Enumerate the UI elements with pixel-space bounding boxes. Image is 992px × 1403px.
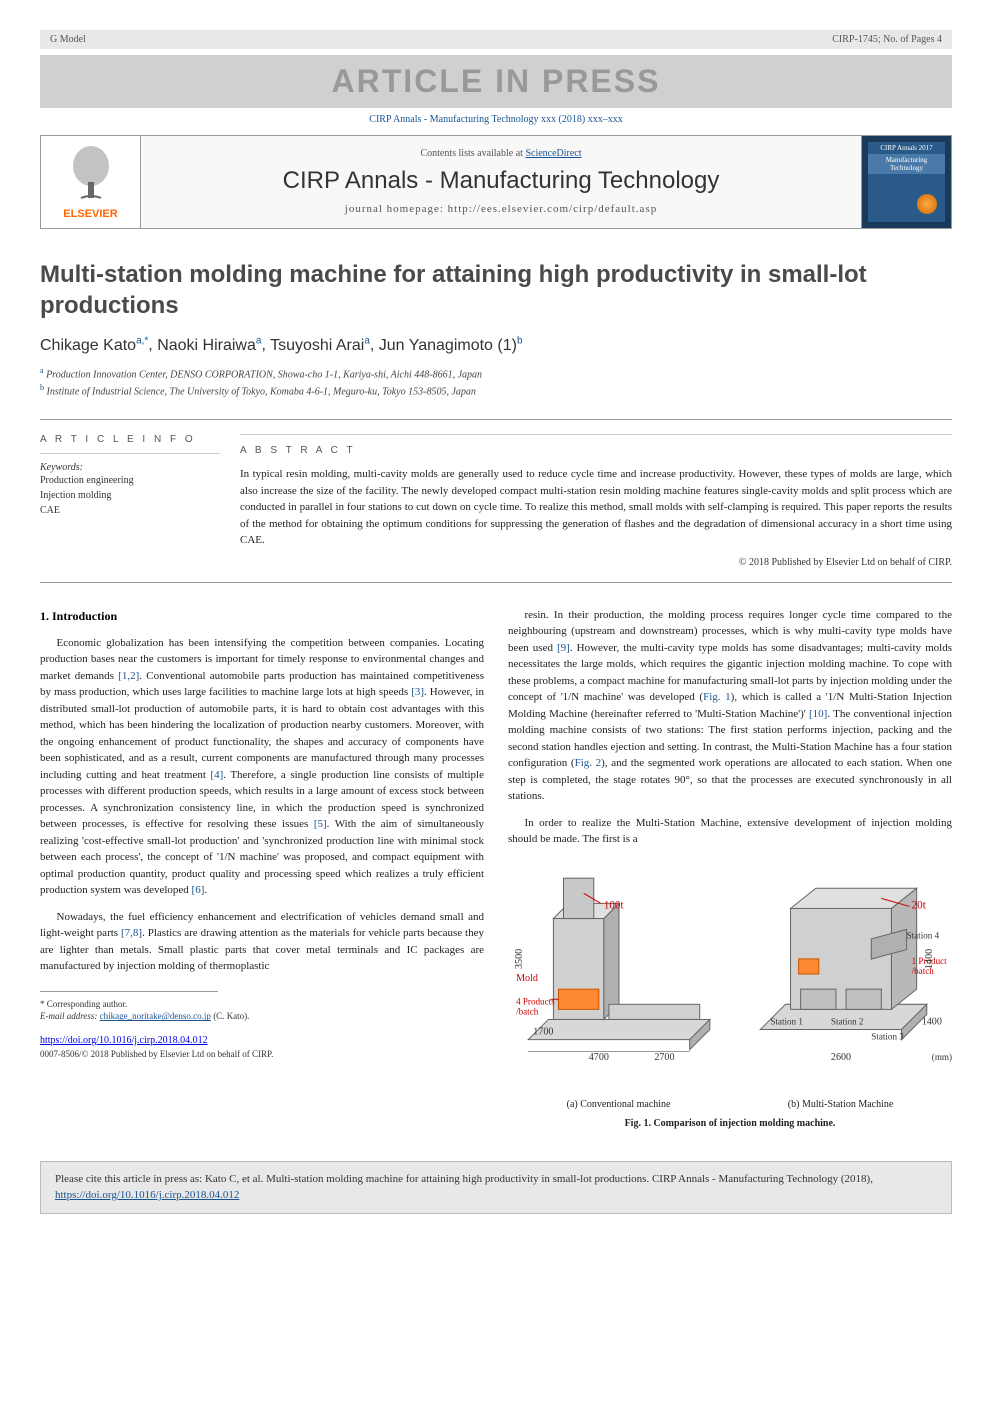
subfig-a: (a) Conventional machine: [567, 1097, 671, 1112]
email-suffix: (C. Kato).: [211, 1011, 250, 1021]
label-station1: Station 1: [770, 1016, 803, 1026]
author-2: Tsuyoshi Araia: [270, 337, 370, 354]
citation-top: CIRP Annals - Manufacturing Technology x…: [40, 114, 952, 125]
svg-text:1700: 1700: [533, 1026, 553, 1037]
keyword-2: CAE: [40, 503, 220, 518]
ref-5[interactable]: [5]: [314, 818, 327, 830]
para-1: Economic globalization has been intensif…: [40, 635, 484, 899]
author-3: Jun Yanagimoto (1)b: [379, 337, 523, 354]
info-abstract-row: A R T I C L E I N F O Keywords: Producti…: [40, 419, 952, 583]
journal-cover-thumbnail: CIRP Annals 2017 Manufacturing Technolog…: [861, 136, 951, 228]
cite-doi-link[interactable]: https://doi.org/10.1016/j.cirp.2018.04.0…: [55, 1189, 239, 1201]
fig1-link[interactable]: Fig. 1: [703, 691, 731, 703]
para-3: resin. In their production, the molding …: [508, 607, 952, 805]
subfig-labels: (a) Conventional machine (b) Multi-Stati…: [508, 1097, 952, 1112]
abstract-copyright: © 2018 Published by Elsevier Ltd on beha…: [240, 557, 952, 568]
elsevier-brand-text: ELSEVIER: [63, 208, 117, 220]
label-mold: Mold: [516, 973, 538, 984]
affiliation-a: a Production Innovation Center, DENSO CO…: [40, 365, 952, 382]
cover-circle-icon: [917, 194, 937, 214]
contents-line: Contents lists available at ScienceDirec…: [153, 148, 849, 159]
article-in-press-banner: ARTICLE IN PRESS: [40, 55, 952, 108]
cover-text-1: CIRP Annals 2017: [868, 142, 945, 154]
contents-prefix: Contents lists available at: [420, 148, 525, 159]
article-info-col: A R T I C L E I N F O Keywords: Producti…: [40, 434, 240, 568]
article-title: Multi-station molding machine for attain…: [40, 259, 952, 321]
abstract-col: A B S T R A C T In typical resin molding…: [240, 434, 952, 568]
article-info-header: A R T I C L E I N F O: [40, 434, 220, 445]
journal-homepage: journal homepage: http://ees.elsevier.co…: [153, 203, 849, 215]
ref-10[interactable]: [10]: [809, 708, 827, 720]
svg-text:2600: 2600: [831, 1052, 851, 1063]
journal-header-box: ELSEVIER Contents lists available at Sci…: [40, 135, 952, 229]
ref-3[interactable]: [3]: [411, 686, 424, 698]
fig2-link[interactable]: Fig. 2: [575, 757, 602, 769]
svg-text:1400: 1400: [922, 1016, 942, 1027]
ref-6[interactable]: [6]: [192, 884, 205, 896]
author-1: Naoki Hiraiwaa: [157, 337, 261, 354]
svg-text:2700: 2700: [654, 1052, 674, 1063]
authors-line: Chikage Katoa,*, Naoki Hiraiwaa, Tsuyosh…: [40, 335, 952, 354]
keyword-0: Production engineering: [40, 473, 220, 488]
email-label: E-mail address:: [40, 1011, 100, 1021]
label-station4: Station 4: [907, 931, 940, 941]
label-station3: Station 3: [871, 1031, 904, 1041]
author-0: Chikage Katoa,*: [40, 337, 148, 354]
keywords-label: Keywords:: [40, 462, 220, 473]
para-4: In order to realize the Multi-Station Ma…: [508, 815, 952, 848]
ref-9[interactable]: [9]: [557, 642, 570, 654]
ref-1-2[interactable]: [1,2]: [118, 670, 139, 682]
affiliations: a Production Innovation Center, DENSO CO…: [40, 365, 952, 400]
email-link[interactable]: chikage_noritake@denso.co.jp: [100, 1011, 211, 1021]
cite-box: Please cite this article in press as: Ka…: [40, 1161, 952, 1214]
footnote-corresponding: * Corresponding author.: [40, 998, 484, 1011]
label-20t: 20t: [912, 899, 927, 911]
ref-4[interactable]: [4]: [210, 769, 223, 781]
keyword-1: Injection molding: [40, 488, 220, 503]
sciencedirect-link[interactable]: ScienceDirect: [525, 148, 581, 159]
abstract-text: In typical resin molding, multi-cavity m…: [240, 466, 952, 549]
affiliation-b: b Institute of Industrial Science, The U…: [40, 382, 952, 399]
right-column: resin. In their production, the molding …: [508, 607, 952, 1142]
keywords-list: Production engineering Injection molding…: [40, 473, 220, 518]
body-columns: 1. Introduction Economic globalization h…: [40, 607, 952, 1142]
footnote-email: E-mail address: chikage_noritake@denso.c…: [40, 1010, 484, 1023]
label-unit: (mm): [932, 1052, 952, 1062]
elsevier-tree-icon: [66, 144, 116, 204]
gmodel-right: CIRP-1745; No. of Pages 4: [832, 34, 942, 45]
svg-text:4700: 4700: [589, 1052, 609, 1063]
journal-title: CIRP Annals - Manufacturing Technology: [153, 167, 849, 195]
ref-7-8[interactable]: [7,8]: [121, 927, 142, 939]
svg-text:3500: 3500: [514, 949, 525, 969]
gmodel-left: G Model: [50, 34, 86, 45]
doi-link[interactable]: https://doi.org/10.1016/j.cirp.2018.04.0…: [40, 1033, 484, 1048]
label-4products: 4 Products: [516, 996, 555, 1006]
subfig-b: (b) Multi-Station Machine: [788, 1097, 894, 1112]
label-batch-a: /batch: [516, 1006, 539, 1016]
section-1-header: 1. Introduction: [40, 607, 484, 625]
elsevier-logo: ELSEVIER: [41, 136, 141, 228]
fig1-caption: Fig. 1. Comparison of injection molding …: [508, 1116, 952, 1131]
abstract-header: A B S T R A C T: [240, 445, 952, 456]
cite-text: Please cite this article in press as: Ka…: [55, 1173, 873, 1185]
para-2: Nowadays, the fuel efficiency enhancemen…: [40, 909, 484, 975]
svg-text:1400: 1400: [924, 949, 935, 969]
figure-1: 100t Mold 4 Products /batch 4700 1700 35…: [508, 858, 952, 1132]
header-center: Contents lists available at ScienceDirec…: [141, 136, 861, 228]
figure-1-svg: 100t Mold 4 Products /batch 4700 1700 35…: [508, 858, 952, 1090]
label-station2: Station 2: [831, 1016, 864, 1026]
gmodel-header: G Model CIRP-1745; No. of Pages 4: [40, 30, 952, 49]
cover-text-2: Manufacturing Technology: [868, 154, 945, 174]
copyright-bottom: 0007-8506/© 2018 Published by Elsevier L…: [40, 1048, 484, 1062]
left-column: 1. Introduction Economic globalization h…: [40, 607, 484, 1142]
label-100t: 100t: [604, 899, 625, 911]
